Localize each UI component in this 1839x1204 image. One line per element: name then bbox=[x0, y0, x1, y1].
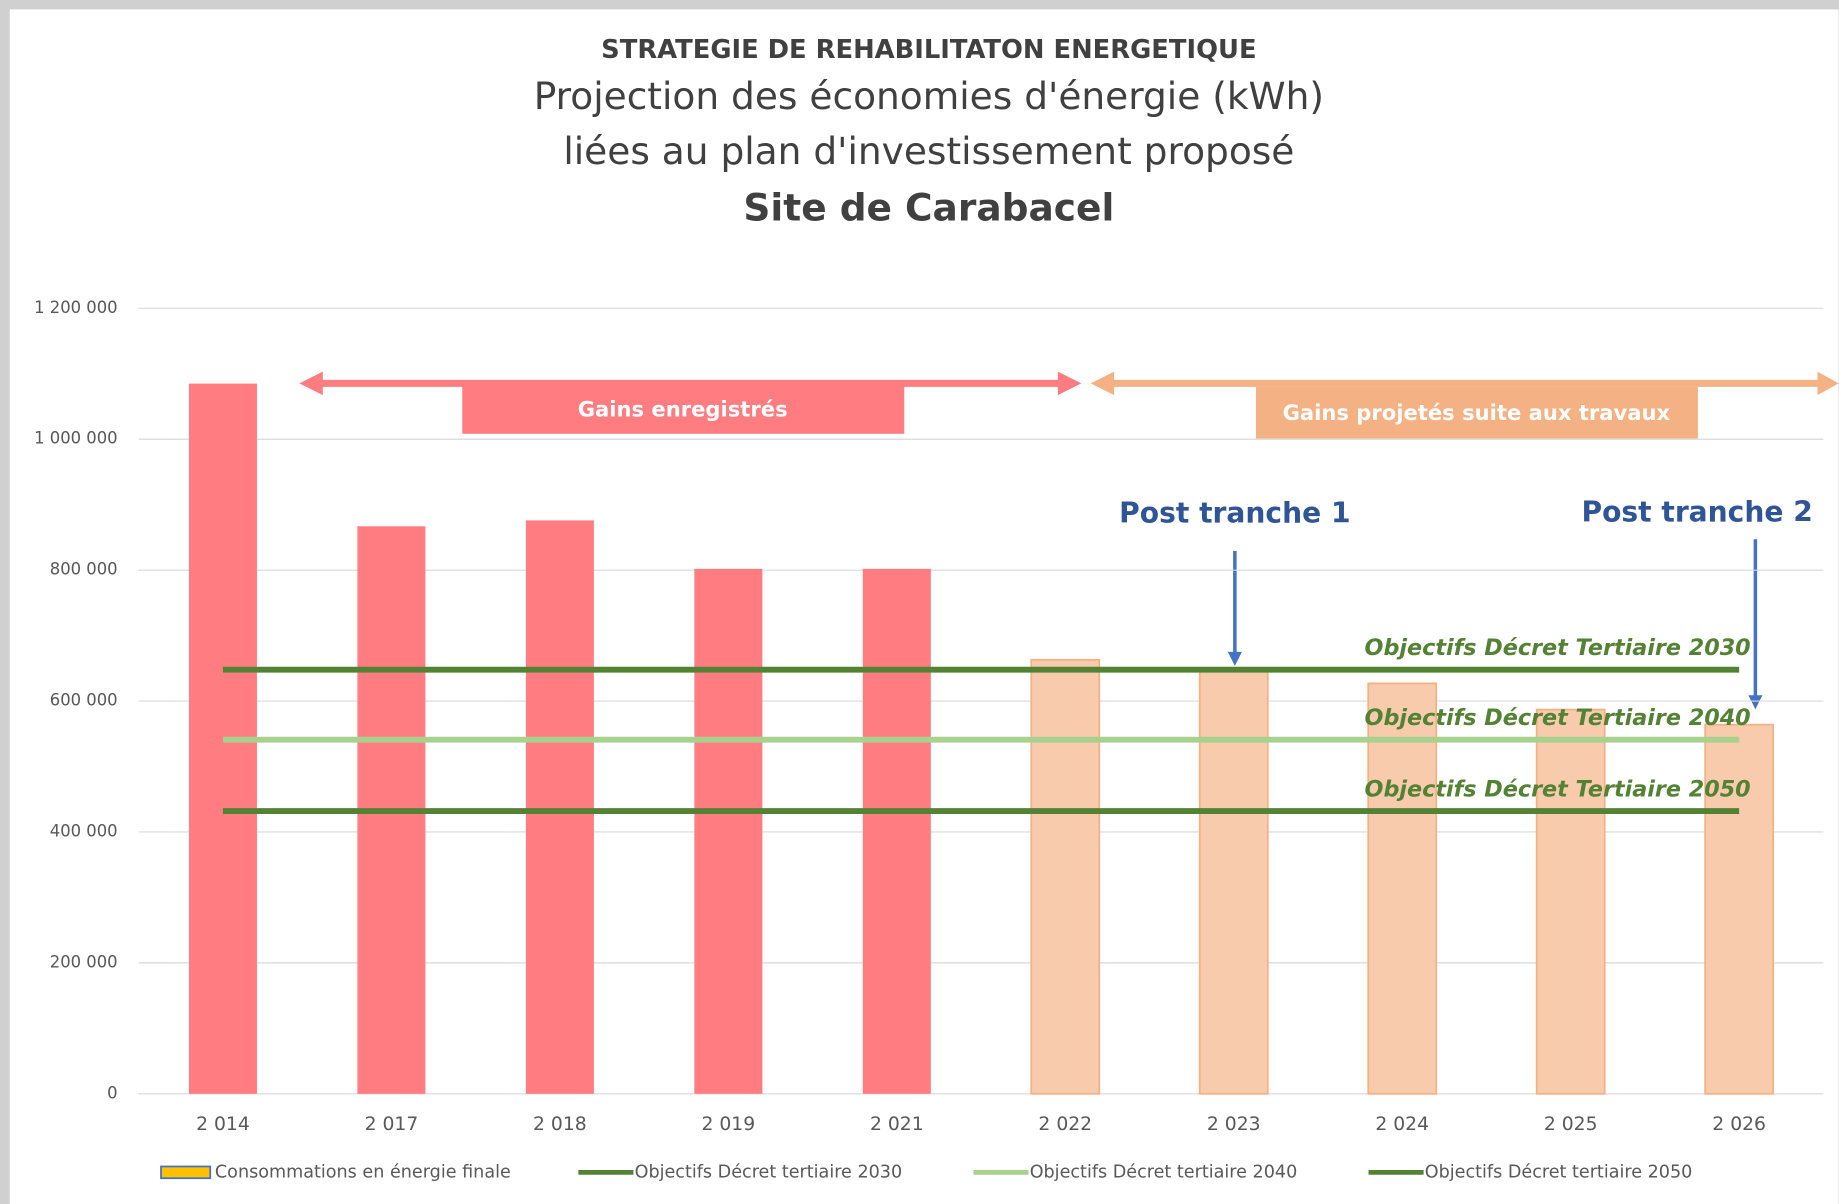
bar bbox=[1031, 660, 1099, 1094]
y-tick-label: 200 000 bbox=[50, 952, 118, 971]
bar bbox=[863, 569, 931, 1094]
bar bbox=[1200, 670, 1268, 1094]
y-tick-label: 600 000 bbox=[50, 691, 118, 710]
chart-subtitle: Projection des économies d'énergie (kWh) bbox=[534, 74, 1324, 118]
line-label: Objectifs Décret Tertiaire 2050 bbox=[1365, 776, 1751, 802]
y-tick-label: 800 000 bbox=[50, 560, 118, 579]
x-tick-label: 2 014 bbox=[196, 1114, 250, 1135]
annotation: Post tranche 2 bbox=[1581, 495, 1812, 528]
x-tick-label: 2 026 bbox=[1712, 1114, 1766, 1135]
legend-swatch bbox=[161, 1166, 210, 1178]
bar bbox=[1368, 683, 1436, 1093]
y-tick-label: 1 200 000 bbox=[34, 298, 118, 317]
annotation: Post tranche 1 bbox=[1119, 497, 1350, 530]
bar bbox=[526, 520, 594, 1093]
y-tick-label: 0 bbox=[107, 1083, 117, 1102]
annotation: Gains enregistrés bbox=[578, 396, 788, 421]
legend-label: Objectifs Décret tertiaire 2050 bbox=[1425, 1162, 1693, 1182]
chart-subtitle: Site de Carabacel bbox=[743, 185, 1114, 229]
line-label: Objectifs Décret Tertiaire 2030 bbox=[1365, 635, 1751, 661]
x-tick-label: 2 023 bbox=[1207, 1114, 1261, 1135]
chart: STRATEGIE DE REHABILITATON ENERGETIQUE P… bbox=[0, 0, 1839, 1204]
legend-label: Consommations en énergie finale bbox=[215, 1162, 511, 1182]
x-tick-label: 2 019 bbox=[702, 1114, 756, 1135]
page: STRATEGIE DE REHABILITATON ENERGETIQUE P… bbox=[0, 0, 1839, 1204]
bar bbox=[694, 569, 762, 1094]
x-tick-label: 2 018 bbox=[533, 1114, 587, 1135]
legend-label: Objectifs Décret tertiaire 2040 bbox=[1030, 1162, 1298, 1182]
x-tick-label: 2 022 bbox=[1038, 1114, 1092, 1135]
annotation: Gains projetés suite aux travaux bbox=[1283, 400, 1671, 425]
line-label: Objectifs Décret Tertiaire 2040 bbox=[1365, 705, 1751, 731]
bar bbox=[1537, 710, 1605, 1094]
x-tick-label: 2 024 bbox=[1375, 1114, 1429, 1135]
legend-label: Objectifs Décret tertiaire 2030 bbox=[635, 1162, 903, 1182]
y-tick-label: 400 000 bbox=[50, 821, 118, 840]
chart-subtitle: liées au plan d'investissement proposé bbox=[563, 129, 1294, 173]
x-tick-label: 2 021 bbox=[870, 1114, 924, 1135]
y-tick-label: 1 000 000 bbox=[34, 429, 118, 448]
chart-title: STRATEGIE DE REHABILITATON ENERGETIQUE bbox=[601, 35, 1256, 65]
x-tick-label: 2 025 bbox=[1544, 1114, 1598, 1135]
x-tick-label: 2 017 bbox=[365, 1114, 419, 1135]
